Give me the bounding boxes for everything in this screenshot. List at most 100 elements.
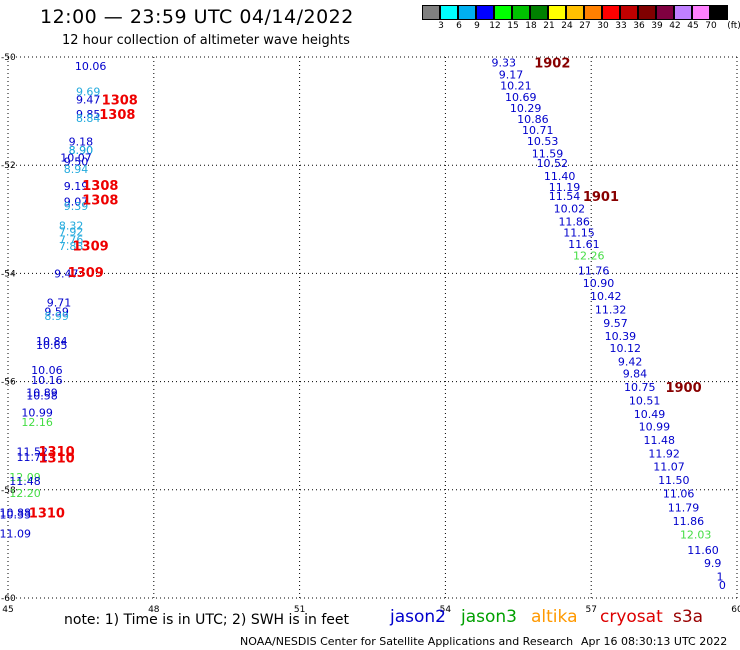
satellite-jason2: jason2 xyxy=(390,607,446,627)
wave-height-label: 10.89 xyxy=(26,386,58,399)
wave-height-label: 10.33 xyxy=(0,509,31,522)
wave-height-label: 11.15 xyxy=(563,226,595,239)
wave-height-label: 10.16 xyxy=(31,374,63,387)
pass-number-label: 1308 xyxy=(82,179,118,194)
pass-number-label: 1900 xyxy=(665,381,701,396)
wave-height-label: 11.50 xyxy=(658,474,690,487)
legend-swatch xyxy=(494,5,512,20)
y-tick-label: -56 xyxy=(1,378,16,388)
legend-swatch xyxy=(638,5,656,20)
legend-unit: (ft) xyxy=(727,21,740,31)
legend-tick-label: 24 xyxy=(561,21,573,31)
credit-line: NOAA/NESDIS Center for Satellite Applica… xyxy=(240,635,574,648)
satellite-jason3: jason3 xyxy=(461,607,517,627)
x-tick-label: 54 xyxy=(440,605,452,615)
wave-height-label: 10.29 xyxy=(510,102,542,115)
wave-height-label: 7.92 xyxy=(59,226,84,239)
wave-height-label: 11.06 xyxy=(663,488,695,501)
wave-height-label: 11.40 xyxy=(544,170,576,183)
wave-height-label: 10.53 xyxy=(527,135,559,148)
x-tick-label: 45 xyxy=(2,605,13,615)
wave-height-label: 12.26 xyxy=(573,250,605,263)
satellite-altika: altika xyxy=(531,607,578,627)
wave-height-label: 9.57 xyxy=(603,317,628,330)
legend-tick-label: 21 xyxy=(543,21,555,31)
wave-height-label: 12.03 xyxy=(680,529,712,542)
wave-height-label: 8.84 xyxy=(76,112,101,125)
legend-tick-label: 6 xyxy=(456,21,462,31)
pass-number-label: 1310 xyxy=(29,507,65,522)
x-tick-label: 60 xyxy=(731,605,740,615)
footer-note: note: 1) Time is in UTC; 2) SWH is in fe… xyxy=(64,612,350,628)
y-tick-label: -52 xyxy=(1,161,16,171)
timestamp: Apr 16 08:30:13 UTC 2022 xyxy=(581,635,728,648)
wave-height-label: 9.33 xyxy=(491,56,516,69)
legend-swatch xyxy=(512,5,530,20)
wave-height-label: 1 xyxy=(716,570,723,583)
wave-height-label: 11.54 xyxy=(549,190,581,203)
wave-height-label: 9.39 xyxy=(64,200,89,213)
wave-height-label: 8.90 xyxy=(69,144,94,157)
wave-height-label: 10.49 xyxy=(634,408,666,421)
wave-height-label: 9.07 xyxy=(64,195,89,208)
wave-height-label: 10.12 xyxy=(609,342,641,355)
legend-swatch xyxy=(440,5,458,20)
wave-height-label: 11.48 xyxy=(643,434,675,447)
wave-height-label: 11.71 xyxy=(17,451,49,464)
wave-height-label: 9.47 xyxy=(76,94,101,107)
wave-height-label: 8.94 xyxy=(64,163,89,176)
wave-height-label: 10.07 xyxy=(60,152,92,165)
wave-height-label: 11.60 xyxy=(687,544,719,557)
pass-number-label: 1308 xyxy=(99,108,135,123)
legend-tick-label: 39 xyxy=(651,21,663,31)
legend-swatch xyxy=(458,5,476,20)
wave-height-label: 9.18 xyxy=(69,135,94,148)
wave-height-label: 11.86 xyxy=(558,215,590,228)
legend-swatch xyxy=(566,5,584,20)
wave-height-label: 11.32 xyxy=(595,304,627,317)
wave-height-label: 10.99 xyxy=(639,421,671,434)
wave-height-label: 9.71 xyxy=(47,297,72,310)
wave-height-label: 10.65 xyxy=(36,339,68,352)
wave-height-label: 9.9 xyxy=(704,557,722,570)
chart-subtitle: 12 hour collection of altimeter wave hei… xyxy=(62,33,350,48)
y-tick-label: -50 xyxy=(1,53,16,63)
legend-tick-label: 18 xyxy=(525,21,537,31)
wave-height-label: 12.16 xyxy=(21,416,53,429)
wave-height-label: 11.48 xyxy=(9,475,41,488)
wave-height-label: 10.06 xyxy=(75,60,107,73)
legend-swatch xyxy=(710,5,728,20)
x-tick-label: 48 xyxy=(148,605,160,615)
wave-height-label: 8.99 xyxy=(44,310,69,323)
chart-title: 12:00 — 23:59 UTC 04/14/2022 xyxy=(40,6,354,28)
legend-tick-label: 33 xyxy=(615,21,627,31)
y-tick-label: -60 xyxy=(1,594,16,604)
legend-swatch xyxy=(422,5,440,20)
legend-swatch xyxy=(584,5,602,20)
x-tick-label: 51 xyxy=(294,605,305,615)
wave-height-label: 9.59 xyxy=(44,305,69,318)
wave-height-label: 12.20 xyxy=(9,487,41,500)
wave-height-label: 11.09 xyxy=(0,528,31,541)
pass-number-label: 1901 xyxy=(583,190,619,205)
wave-height-label: 10.39 xyxy=(605,330,637,343)
legend-tick-label: 9 xyxy=(474,21,480,31)
wave-height-label: 11.76 xyxy=(578,265,610,278)
legend-tick-label: 36 xyxy=(633,21,645,31)
wave-height-label: 10.71 xyxy=(522,124,554,137)
wave-height-label: 10.52 xyxy=(537,157,569,170)
legend-swatch xyxy=(530,5,548,20)
wave-height-label: 9.19 xyxy=(64,180,89,193)
legend-swatch xyxy=(674,5,692,20)
pass-number-label: 1902 xyxy=(534,56,570,71)
wave-height-label: 10.06 xyxy=(31,364,63,377)
wave-height-label: 10.69 xyxy=(505,91,537,104)
legend-swatch xyxy=(548,5,566,20)
wave-height-label: 9.42 xyxy=(618,356,643,369)
legend-swatch xyxy=(620,5,638,20)
wave-height-label: 10.88 xyxy=(0,507,31,520)
satellite-cryosat: cryosat xyxy=(600,607,663,627)
wave-height-label: 0 xyxy=(719,579,726,592)
x-tick-label: 57 xyxy=(585,605,596,615)
